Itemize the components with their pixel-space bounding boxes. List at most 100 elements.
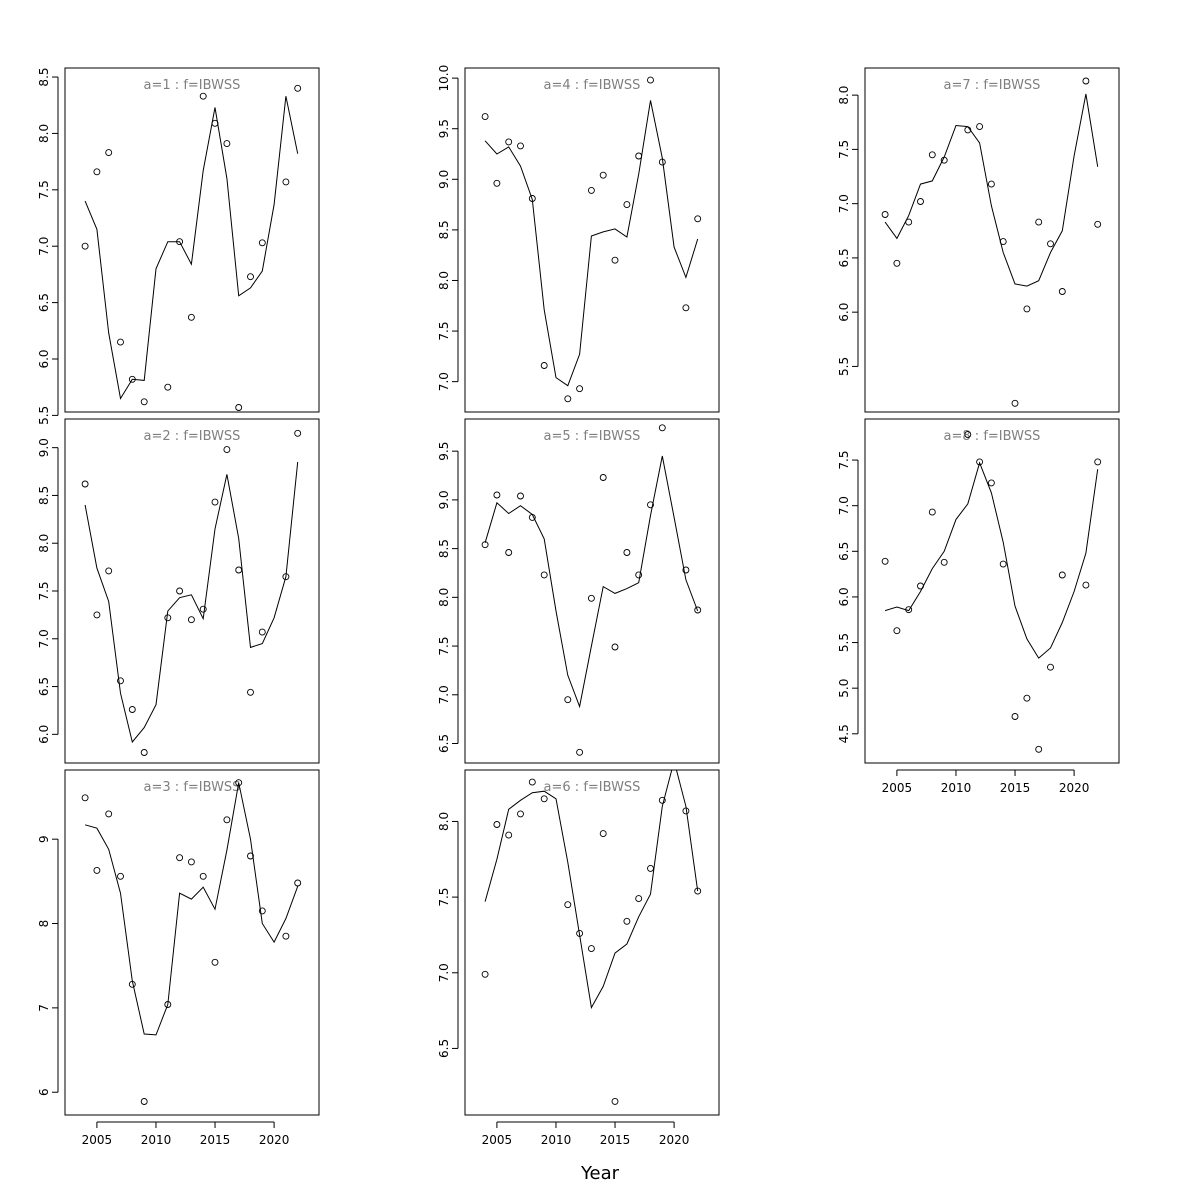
y-axis: 5.5 6.0 6.5 7.0 7.5 8.0 8.5: [37, 67, 59, 425]
data-point: [564, 696, 572, 704]
data-point: [128, 706, 136, 713]
data-point: [211, 958, 219, 966]
fitted-line: [484, 455, 699, 709]
y-tick-label: 7.0: [437, 372, 451, 391]
y-tick-label: 7.5: [837, 451, 851, 470]
data-point: [682, 807, 690, 815]
y-tick-label: 8.5: [437, 539, 451, 558]
data-point: [905, 606, 913, 614]
data-point: [176, 854, 184, 862]
y-tick-label: 6.0: [37, 349, 51, 368]
data-point: [623, 549, 631, 556]
data-point: [528, 513, 536, 521]
fitted-line: [884, 93, 1099, 287]
y-tick-label: 6.0: [837, 303, 851, 322]
panel-title: a=5 : f=IBWSS: [544, 429, 641, 444]
y-tick-label: 5.5: [37, 406, 51, 425]
data-point: [140, 749, 148, 756]
y-tick-label: 7.5: [37, 180, 51, 199]
data-point: [999, 238, 1007, 246]
data-point: [187, 858, 195, 866]
data-point: [599, 171, 607, 179]
data-point: [564, 901, 572, 909]
panel-data: [481, 76, 702, 403]
y-tick-label: 7.5: [437, 637, 451, 656]
panel-data: [481, 424, 702, 756]
data-point: [235, 404, 243, 411]
y-tick-label: 7.0: [37, 629, 51, 648]
y-tick-label: 6.0: [37, 725, 51, 744]
y-tick-label: 5.5: [837, 633, 851, 652]
data-point: [187, 313, 195, 321]
data-point: [599, 474, 607, 481]
data-point: [81, 242, 89, 250]
data-point: [564, 395, 572, 403]
y-tick-label: 7.0: [837, 194, 851, 213]
x-tick-label: 2005: [882, 781, 913, 795]
fitted-line: [84, 782, 299, 1036]
data-point: [247, 852, 254, 860]
x-tick-label: 2015: [1000, 781, 1031, 795]
data-point: [1035, 218, 1043, 226]
data-point: [540, 571, 548, 579]
data-point: [1058, 571, 1066, 579]
data-point: [905, 218, 913, 226]
data-point: [647, 76, 654, 84]
data-point: [658, 796, 666, 804]
data-point: [481, 541, 489, 549]
data-point: [881, 211, 889, 218]
data-point: [247, 273, 254, 281]
y-tick-label: 6.0: [837, 587, 851, 606]
data-point: [105, 567, 113, 575]
panel-a2: 6.0 6.5 7.0 7.5 8.0 8.5 9.0 a=2 : f=IBWSS: [37, 418, 320, 764]
panel-a1: 5.5 6.0 6.5 7.0 7.5 8.0 8.5 a=1 : f=IBWSS: [37, 67, 320, 425]
fitted-line: [884, 461, 1099, 659]
x-axis: 2005 2010 2015 2020: [482, 1121, 689, 1147]
data-point: [611, 643, 619, 651]
x-tick-label: 2020: [1059, 781, 1090, 795]
panel-title: a=4 : f=IBWSS: [544, 78, 641, 93]
data-point: [928, 508, 936, 516]
y-tick-label: 6.5: [37, 293, 51, 312]
panel-a5: 6.5 7.0 7.5 8.0 8.5 9.0 9.5 a=5 : f=IBWSS: [437, 418, 720, 764]
y-axis: 6.5 7.0 7.5 8.0 8.5 9.0 9.5: [437, 442, 459, 753]
data-point: [211, 119, 219, 127]
data-point: [576, 929, 584, 937]
data-point: [694, 215, 702, 223]
data-point: [587, 186, 595, 194]
data-point: [611, 1097, 619, 1105]
panel-frame: [464, 769, 720, 1116]
data-point: [176, 238, 184, 246]
data-point: [140, 1098, 148, 1105]
data-point: [1023, 694, 1031, 702]
y-tick-label: 8: [37, 920, 51, 928]
y-tick-label: 9.0: [437, 170, 451, 189]
data-point: [540, 795, 548, 803]
data-point: [893, 259, 901, 267]
y-tick-label: 9: [37, 835, 51, 843]
y-tick-label: 8.0: [37, 124, 51, 143]
data-point: [1011, 713, 1019, 720]
data-point: [199, 872, 207, 880]
fitted-line: [484, 100, 699, 387]
data-point: [294, 429, 302, 437]
y-tick-label: 9.0: [37, 438, 51, 457]
data-point: [635, 152, 643, 160]
x-axis: 2005 2010 2015 2020: [82, 1121, 289, 1147]
y-tick-label: 8.0: [837, 86, 851, 105]
data-point: [505, 549, 513, 556]
data-point: [493, 179, 501, 187]
data-point: [528, 778, 536, 786]
data-point: [999, 560, 1007, 568]
y-tick-label: 7.5: [37, 581, 51, 600]
y-tick-label: 9.5: [437, 442, 451, 461]
data-point: [576, 748, 584, 756]
panel-data: [881, 77, 1102, 407]
data-point: [223, 140, 231, 148]
data-point: [587, 945, 595, 953]
data-point: [881, 557, 889, 565]
x-tick-label: 2010: [141, 1133, 172, 1147]
data-point: [517, 492, 524, 500]
y-tick-label: 6: [37, 1088, 51, 1096]
data-point: [1011, 399, 1019, 407]
